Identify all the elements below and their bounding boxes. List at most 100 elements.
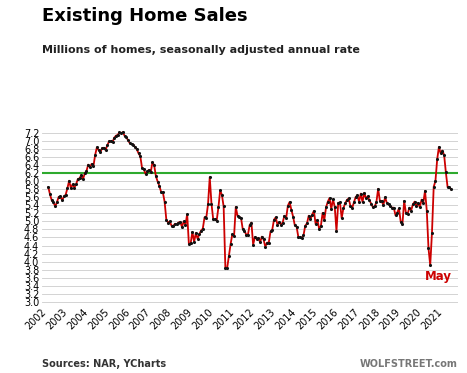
Point: [44, 184, 52, 190]
Point: [400, 198, 408, 204]
Point: [361, 190, 368, 196]
Point: [157, 189, 165, 195]
Point: [182, 222, 189, 228]
Point: [194, 236, 201, 242]
Point: [258, 233, 266, 239]
Point: [100, 145, 107, 151]
Point: [215, 204, 222, 210]
Point: [447, 186, 455, 192]
Point: [136, 153, 144, 159]
Point: [419, 200, 427, 206]
Point: [333, 228, 340, 234]
Point: [126, 140, 134, 146]
Point: [163, 217, 170, 223]
Point: [267, 228, 274, 234]
Point: [159, 189, 167, 195]
Point: [407, 207, 415, 213]
Text: Sources: NAR, YCharts: Sources: NAR, YCharts: [42, 359, 166, 369]
Point: [409, 201, 417, 207]
Point: [293, 224, 300, 230]
Point: [140, 166, 148, 172]
Point: [307, 216, 314, 222]
Point: [355, 199, 363, 205]
Point: [51, 204, 59, 210]
Text: WOLFSTREET.com: WOLFSTREET.com: [360, 359, 458, 369]
Point: [284, 203, 291, 209]
Point: [426, 262, 434, 268]
Point: [191, 239, 198, 245]
Point: [241, 228, 248, 233]
Point: [414, 200, 422, 206]
Point: [58, 197, 66, 203]
Point: [90, 163, 97, 169]
Point: [388, 205, 396, 211]
Point: [269, 227, 276, 233]
Point: [175, 220, 182, 226]
Point: [331, 204, 339, 210]
Point: [423, 207, 431, 213]
Point: [204, 201, 212, 207]
Point: [192, 230, 199, 236]
Point: [123, 134, 130, 140]
Point: [185, 241, 193, 247]
Point: [430, 184, 438, 190]
Point: [303, 220, 311, 226]
Point: [265, 240, 273, 246]
Point: [390, 205, 397, 211]
Point: [237, 215, 245, 221]
Point: [57, 194, 64, 200]
Point: [107, 138, 114, 144]
Point: [376, 198, 383, 204]
Point: [272, 214, 279, 220]
Point: [164, 220, 172, 226]
Point: [161, 199, 168, 205]
Point: [67, 185, 75, 191]
Point: [300, 232, 307, 238]
Point: [433, 156, 441, 162]
Point: [69, 181, 76, 187]
Point: [262, 244, 269, 250]
Point: [249, 242, 257, 248]
Point: [116, 129, 123, 135]
Point: [327, 206, 335, 212]
Point: [373, 199, 380, 205]
Point: [366, 197, 373, 203]
Point: [147, 169, 155, 175]
Point: [53, 199, 61, 205]
Point: [74, 176, 82, 182]
Point: [71, 185, 78, 191]
Point: [118, 130, 125, 136]
Point: [397, 219, 404, 225]
Point: [121, 133, 128, 139]
Point: [244, 232, 252, 238]
Point: [178, 224, 186, 230]
Point: [72, 181, 80, 187]
Point: [317, 223, 325, 229]
Point: [180, 218, 187, 224]
Point: [46, 191, 54, 197]
Point: [218, 192, 226, 198]
Point: [102, 147, 109, 153]
Point: [334, 200, 342, 206]
Point: [350, 200, 358, 206]
Point: [106, 138, 113, 144]
Point: [154, 179, 162, 185]
Point: [421, 188, 429, 194]
Point: [198, 228, 205, 233]
Point: [97, 149, 104, 155]
Point: [428, 230, 436, 236]
Point: [326, 195, 333, 201]
Point: [130, 141, 137, 147]
Point: [322, 204, 330, 210]
Point: [369, 204, 377, 210]
Point: [295, 233, 302, 239]
Point: [340, 205, 347, 211]
Point: [228, 231, 236, 237]
Point: [320, 217, 328, 223]
Point: [352, 194, 359, 200]
Point: [255, 235, 262, 241]
Point: [290, 214, 297, 220]
Point: [62, 192, 70, 198]
Point: [446, 184, 453, 190]
Point: [357, 191, 365, 197]
